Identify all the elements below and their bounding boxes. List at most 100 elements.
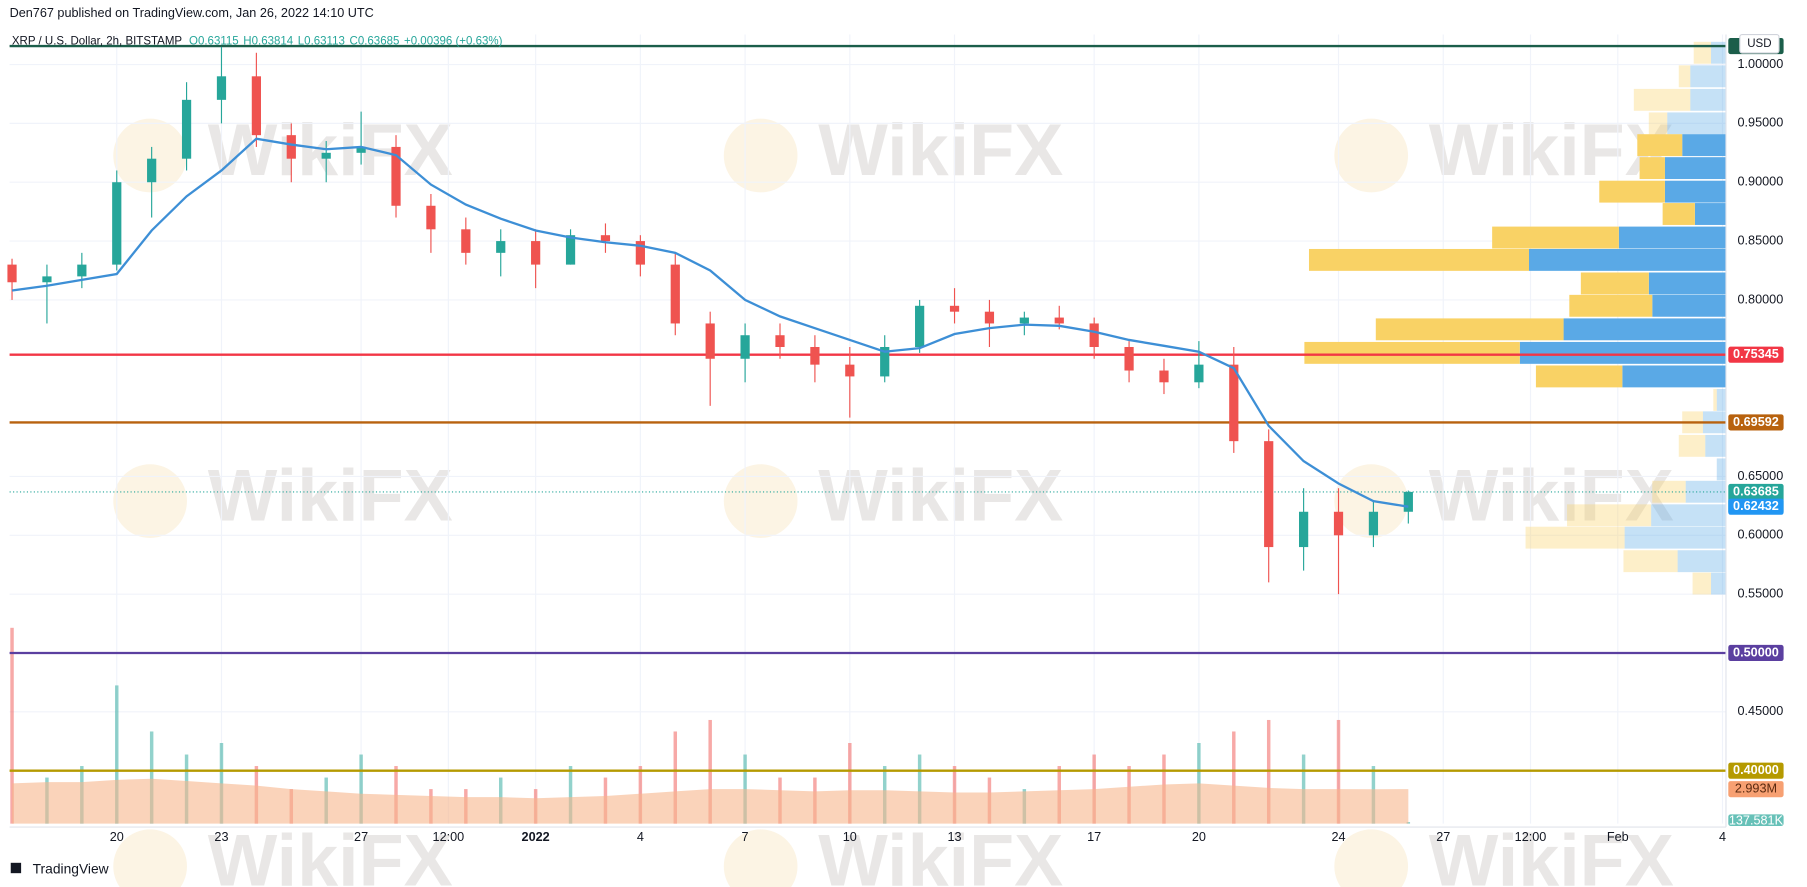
x-tick-label: 23 xyxy=(214,830,228,844)
level-label: 0.40000 xyxy=(1733,763,1779,777)
x-tick-label: 20 xyxy=(110,830,124,844)
watermark: WikiFX xyxy=(818,108,1063,191)
currency-box[interactable] xyxy=(1739,33,1780,54)
brand: TradingView xyxy=(33,860,110,876)
candle-body xyxy=(600,235,611,242)
candle-body xyxy=(181,99,192,159)
candle-body xyxy=(147,158,157,183)
profile-down xyxy=(1690,88,1726,111)
watermark: WikiFX xyxy=(1429,819,1674,887)
volume-bar xyxy=(917,754,922,824)
profile-down xyxy=(1694,203,1726,225)
candle-body xyxy=(775,335,785,347)
x-tick-label: 12:00 xyxy=(1515,830,1547,844)
profile-down xyxy=(1624,526,1726,549)
candle-body xyxy=(1403,491,1413,512)
profile-up xyxy=(1637,134,1683,157)
volume-bar xyxy=(848,743,852,824)
x-tick-label: 20 xyxy=(1192,830,1206,844)
volume-bar xyxy=(1232,731,1236,824)
candle-body xyxy=(356,146,366,153)
profile-up xyxy=(1492,226,1619,249)
candle-body xyxy=(915,305,925,347)
candle-body xyxy=(216,76,227,100)
watermark-logo xyxy=(113,464,187,538)
y-tick-label: 0.60000 xyxy=(1738,528,1784,542)
candle-body xyxy=(705,323,715,359)
profile-up xyxy=(1678,434,1706,457)
watermark: WikiFX xyxy=(208,454,453,537)
candle-body xyxy=(321,152,331,159)
candle-body xyxy=(845,364,855,377)
level-label-box xyxy=(1728,346,1784,363)
volume-label: 137.581K xyxy=(1729,814,1784,828)
candle-body xyxy=(7,264,17,283)
watermarks: WikiFX WikiFX WikiFX WikiFX WikiFX WikiFX Wiki… xyxy=(113,108,1674,887)
publish-info: Den767 published on TradingView.com, Jan… xyxy=(10,6,374,20)
ohlc-low: L0.63113 xyxy=(298,36,345,48)
candle-body xyxy=(77,264,87,277)
y-tick-label: 0.85000 xyxy=(1738,233,1784,247)
y-tick-label: 0.80000 xyxy=(1738,292,1784,306)
candle-body xyxy=(1229,364,1239,442)
profile-up xyxy=(1569,294,1653,317)
profile-down xyxy=(1648,272,1726,295)
candle-body xyxy=(1089,323,1099,347)
candle-body xyxy=(1299,511,1309,548)
watermark: WikiFX xyxy=(818,454,1063,537)
candle-body xyxy=(42,276,52,283)
profile-down xyxy=(1652,294,1726,317)
profile-up xyxy=(1633,88,1691,111)
volume-ma-box xyxy=(1728,781,1784,798)
x-tick-label: 27 xyxy=(354,830,368,844)
profile-down xyxy=(1664,180,1726,203)
profile-down xyxy=(1690,65,1726,88)
volume-ma-area xyxy=(12,778,1409,824)
x-tick-label: 27 xyxy=(1436,830,1450,844)
currency-label[interactable]: USD xyxy=(1747,38,1771,50)
watermark: WikiFX xyxy=(208,819,453,887)
candle-body xyxy=(1264,441,1274,548)
candle-body xyxy=(1019,317,1029,324)
levels xyxy=(9,44,1726,772)
volume-bar xyxy=(10,627,14,824)
profile-down xyxy=(1618,226,1726,249)
profile-down xyxy=(1664,157,1726,180)
candles xyxy=(7,46,1413,595)
volume xyxy=(10,627,1411,824)
candle-body xyxy=(565,235,576,265)
profile-down xyxy=(1682,134,1726,157)
x-tick-label: 24 xyxy=(1331,830,1345,844)
watermark-logo xyxy=(113,118,187,193)
x-tick-label: 7 xyxy=(742,830,749,844)
x-tick-label: Feb xyxy=(1607,830,1629,844)
profile-up xyxy=(1693,41,1712,64)
profile-up xyxy=(1639,157,1665,180)
profile-up xyxy=(1375,318,1564,341)
candle-body xyxy=(426,205,436,230)
candle-body xyxy=(286,135,296,159)
ohlc-close: C0.63685 xyxy=(350,36,400,48)
watermark-logo xyxy=(723,464,798,538)
grid xyxy=(9,34,1726,824)
x-tick-label: 13 xyxy=(947,830,961,844)
x-tick-label: 12:00 xyxy=(433,830,465,844)
axes: 1.00000 0.95000 0.90000 0.85000 0.80000 0.650… xyxy=(110,37,1784,844)
profile-down xyxy=(1716,458,1726,481)
level-label-box xyxy=(1728,762,1784,779)
profile-up xyxy=(1623,550,1678,573)
y-tick-label: 1.00000 xyxy=(1738,57,1784,71)
volume-ma-label: 2.993M xyxy=(1735,782,1777,796)
x-tick-label: 2022 xyxy=(522,830,550,844)
brand-logo: TradingView xyxy=(10,860,110,876)
candle-body xyxy=(1159,370,1169,383)
ohlc-open: O0.63115 xyxy=(189,36,239,48)
profile-up xyxy=(1678,65,1691,88)
profile-up xyxy=(1308,248,1530,271)
profile-down xyxy=(1519,341,1726,364)
moving-average xyxy=(11,137,1409,508)
watermark-logo xyxy=(113,829,187,887)
ohlc-high: H0.63814 xyxy=(243,36,293,48)
level-label: 0.50000 xyxy=(1733,645,1779,659)
